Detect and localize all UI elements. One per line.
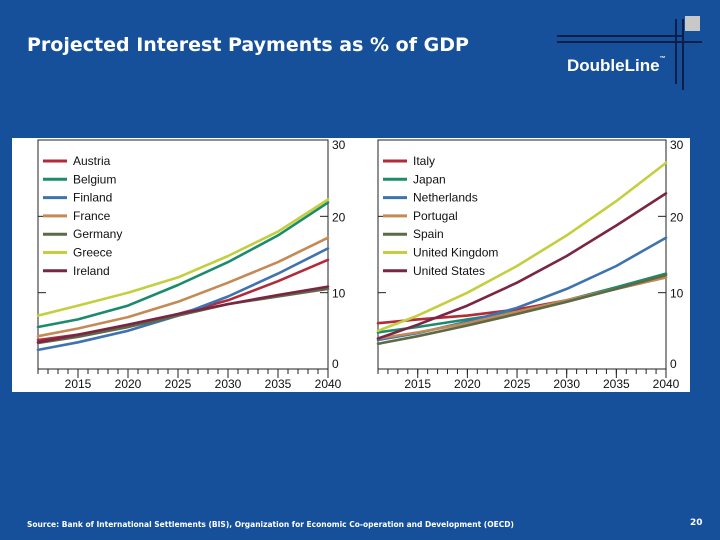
doubleline-logo-mark — [557, 16, 702, 90]
right-x-tick-label: 2015 — [404, 377, 431, 391]
left-y-tick-label: 10 — [332, 287, 346, 301]
right-x-tick-label: 2020 — [454, 377, 481, 391]
right-y-tick-label: 0 — [670, 357, 677, 371]
left-x-tick-label: 2020 — [115, 377, 142, 391]
page-number: 20 — [690, 518, 703, 528]
chart-right: 2015 2020 2025 2030 2035 20400102030ItalyJapa… — [376, 138, 684, 391]
right-y-tick-label: 10 — [670, 287, 684, 301]
left-legend-label: Belgium — [73, 172, 116, 186]
left-y-tick-label: 0 — [332, 357, 339, 371]
right-legend-label: United States — [413, 264, 485, 278]
right-x-tick-label: 2025 — [504, 377, 531, 391]
slide-title: Projected Interest Payments as % of GDP — [27, 34, 469, 56]
left-legend-label: Ireland — [73, 264, 110, 278]
left-plot-frame — [37, 139, 329, 370]
right-legend-label: Italy — [413, 154, 435, 168]
right-y-tick-label: 20 — [670, 210, 684, 224]
left-y-tick-label: 30 — [332, 138, 346, 152]
left-x-tick-label: 2025 — [165, 377, 192, 391]
right-legend-label: Portugal — [413, 209, 458, 223]
right-legend-label: United Kingdom — [413, 246, 498, 260]
source-note: Source: Bank of International Settlement… — [27, 520, 514, 529]
left-series-line — [36, 236, 330, 338]
right-y-tick-label: 30 — [670, 138, 684, 152]
left-legend-label: France — [73, 209, 111, 223]
left-x-tick-label: 2040 — [315, 377, 342, 391]
left-series-line — [36, 287, 330, 345]
right-series-line — [376, 161, 668, 333]
doubleline-logo-text: DoubleLine™ — [567, 56, 666, 75]
left-series-line — [36, 198, 330, 317]
right-plot-frame — [377, 139, 667, 370]
right-legend-label: Japan — [413, 172, 446, 186]
right-series-line — [376, 192, 668, 340]
left-x-tick-label: 2035 — [265, 377, 292, 391]
left-series-line — [36, 201, 330, 329]
right-x-tick-label: 2040 — [653, 377, 680, 391]
left-x-tick-label: 2015 — [65, 377, 92, 391]
right-legend-label: Netherlands — [413, 191, 478, 205]
left-y-tick-label: 20 — [332, 210, 346, 224]
left-legend-label: Germany — [73, 227, 122, 241]
left-legend-label: Greece — [73, 246, 113, 260]
chart-panel-left: 2015 2020 2025 2030 2035 2040 0 10 20 30 Austria Be… — [12, 138, 352, 392]
right-legend-label: Spain — [413, 227, 444, 241]
left-legend-label: Finland — [73, 191, 112, 205]
chart-panel-right: 2015 2020 2025 2030 2035 2040 0 10 20 30 Italy Japa… — [352, 138, 690, 392]
chart-left: 2015 2020 2025 2030 2035 20400102030AustriaBe… — [36, 138, 346, 391]
right-x-tick-label: 2030 — [553, 377, 580, 391]
left-legend-label: Austria — [73, 154, 111, 168]
left-series-line — [36, 285, 330, 344]
right-x-tick-label: 2035 — [603, 377, 630, 391]
left-x-tick-label: 2030 — [215, 377, 242, 391]
right-series-line — [376, 273, 668, 346]
